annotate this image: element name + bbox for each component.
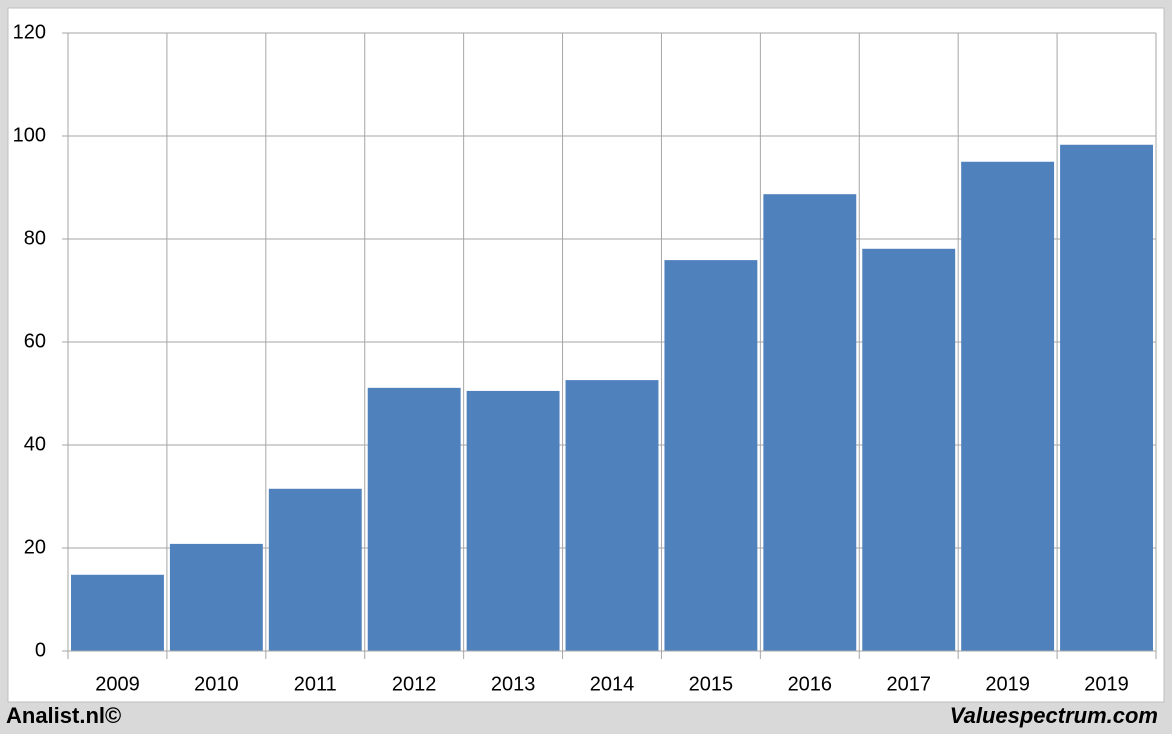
x-tick-label: 2012	[392, 673, 437, 695]
footer-left: Analist.nl©	[6, 703, 121, 728]
footer-right: Valuespectrum.com	[950, 703, 1158, 728]
y-tick-label: 60	[24, 330, 46, 352]
bar	[664, 260, 758, 651]
x-tick-label: 2019	[985, 673, 1030, 695]
y-tick-label: 40	[24, 433, 46, 455]
bar	[565, 380, 659, 651]
y-tick-label: 80	[24, 227, 46, 249]
bar	[169, 543, 263, 651]
bar	[71, 574, 164, 651]
bar	[466, 390, 560, 651]
x-tick-label: 2017	[886, 673, 931, 695]
x-tick-label: 2011	[294, 673, 337, 695]
bar	[268, 488, 362, 651]
x-tick-label: 2015	[689, 673, 734, 695]
y-tick-label: 0	[35, 639, 46, 661]
y-tick-label: 20	[24, 536, 46, 558]
y-tick-label: 100	[13, 124, 46, 146]
x-tick-label: 2010	[194, 673, 239, 695]
x-tick-label: 2019	[1084, 673, 1129, 695]
x-tick-label: 2009	[95, 673, 140, 695]
x-tick-label: 2016	[788, 673, 833, 695]
x-tick-label: 2014	[590, 673, 635, 695]
bar	[763, 194, 857, 651]
y-tick-label: 120	[13, 21, 46, 43]
bar	[961, 161, 1055, 651]
bar	[862, 248, 956, 651]
bar	[367, 387, 461, 651]
bar	[1060, 144, 1153, 651]
x-tick-label: 2013	[491, 673, 536, 695]
